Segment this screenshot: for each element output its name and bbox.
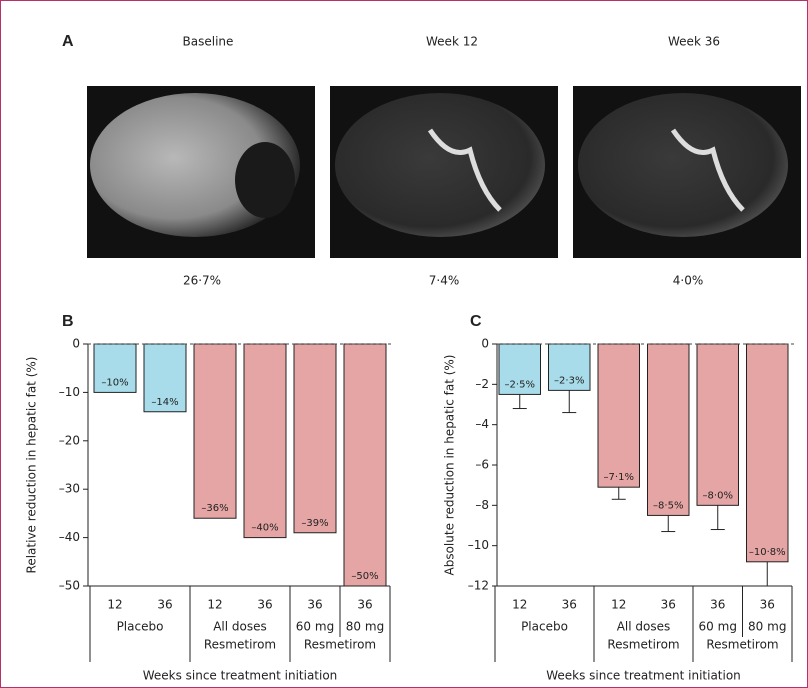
value-label: –10·8%: [749, 547, 786, 558]
panel-label: A: [62, 33, 74, 50]
group-label: Resmetirom: [304, 638, 376, 652]
group-sublabel: 80 mg: [748, 620, 786, 634]
value-label: –2·3%: [554, 375, 584, 386]
x-tick-label: 36: [760, 598, 775, 612]
group-label: Resmetirom: [204, 638, 276, 652]
value-label: –14%: [151, 397, 178, 408]
value-label: –7·1%: [604, 472, 634, 483]
y-tick-label: –10: [59, 385, 80, 399]
bar: [294, 344, 336, 533]
image-caption: Baseline: [183, 35, 234, 49]
y-tick-label: –30: [59, 482, 80, 496]
group-label: Resmetirom: [607, 638, 679, 652]
value-label: –10%: [101, 377, 128, 388]
y-axis-label: Relative reduction in hepatic fat (%): [25, 357, 39, 574]
value-label: –36%: [201, 503, 228, 514]
group-sublabel: 80 mg: [346, 620, 384, 634]
value-label: –39%: [301, 518, 328, 529]
bar: [194, 344, 236, 518]
group-label: Resmetirom: [706, 638, 778, 652]
x-tick-label: 36: [157, 598, 172, 612]
mri-images: [87, 86, 801, 258]
value-label: –8·0%: [703, 490, 733, 501]
x-tick-label: 12: [611, 598, 626, 612]
y-tick-label: 0: [72, 337, 80, 351]
mri-organ: [578, 93, 788, 237]
image-value: 26·7%: [183, 274, 221, 288]
mri-organ: [335, 93, 545, 237]
y-tick-label: –40: [59, 530, 80, 544]
panel-label: B: [62, 313, 74, 330]
x-tick-label: 36: [307, 598, 322, 612]
y-tick-label: –8: [475, 498, 489, 512]
group-label: Placebo: [521, 620, 568, 634]
x-tick-label: 36: [357, 598, 372, 612]
x-tick-label: 12: [107, 598, 122, 612]
bar: [244, 344, 286, 538]
bar: [598, 344, 640, 487]
image-value: 4·0%: [673, 274, 704, 288]
x-tick-label: 36: [562, 598, 577, 612]
group-label: All doses: [617, 620, 671, 634]
bar: [747, 344, 789, 562]
group-label: All doses: [213, 620, 267, 634]
y-tick-label: 0: [481, 337, 489, 351]
group-sublabel: 60 mg: [296, 620, 334, 634]
y-tick-label: –10: [468, 538, 489, 552]
x-tick-label: 36: [710, 598, 725, 612]
x-tick-label: 12: [512, 598, 527, 612]
value-label: –2·5%: [505, 379, 535, 390]
x-tick-label: 12: [207, 598, 222, 612]
mri-organ: [235, 142, 295, 218]
y-tick-label: –6: [475, 458, 489, 472]
panel-label: C: [470, 313, 482, 330]
y-tick-label: –20: [59, 433, 80, 447]
value-label: –50%: [351, 571, 378, 582]
bar: [344, 344, 386, 586]
x-axis-label: Weeks since treatment initiation: [143, 669, 338, 683]
x-axis-label: Weeks since treatment initiation: [546, 669, 741, 683]
x-tick-label: 36: [661, 598, 676, 612]
image-value: 7·4%: [429, 274, 460, 288]
y-tick-label: –2: [475, 377, 489, 391]
x-tick-label: 36: [257, 598, 272, 612]
image-caption: Week 12: [426, 35, 478, 49]
group-label: Placebo: [117, 620, 164, 634]
group-sublabel: 60 mg: [699, 620, 737, 634]
y-axis-label: Absolute reduction in hepatic fat (%): [443, 355, 457, 576]
y-tick-label: –50: [59, 579, 80, 593]
bar: [648, 344, 690, 515]
image-caption: Week 36: [668, 35, 720, 49]
y-tick-label: –4: [475, 417, 489, 431]
y-tick-label: –12: [468, 579, 489, 593]
value-label: –40%: [251, 523, 278, 534]
bar: [697, 344, 739, 505]
value-label: –8·5%: [653, 500, 683, 511]
figure: A B C Baseline Week 12 Week 36 26·7% 7·4…: [0, 0, 808, 688]
